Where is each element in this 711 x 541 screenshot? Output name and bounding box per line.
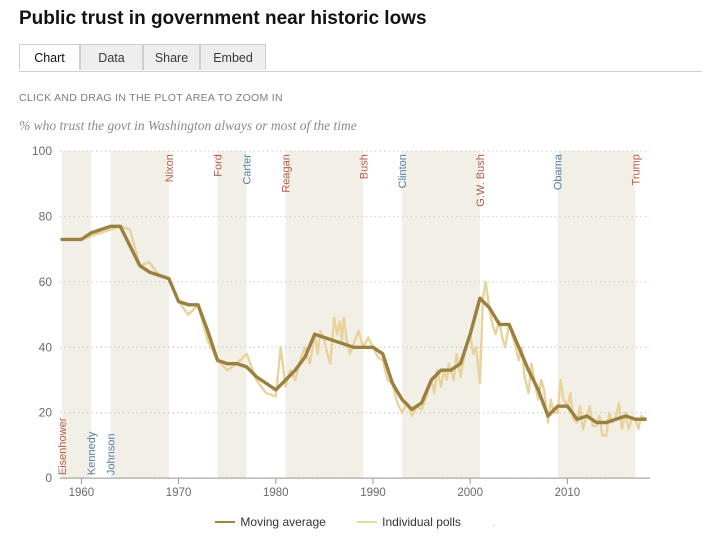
svg-text:2010: 2010 [555,487,581,499]
svg-text:0: 0 [45,471,52,485]
svg-text:Trump: Trump [630,154,642,185]
svg-text:2000: 2000 [457,487,483,499]
svg-text:1980: 1980 [263,487,289,499]
svg-text:Nixon: Nixon [164,154,176,182]
svg-text:1970: 1970 [166,487,192,499]
svg-text:1990: 1990 [360,487,386,499]
svg-text:20: 20 [39,406,53,420]
svg-text:Kennedy: Kennedy [86,431,98,475]
svg-text:Eisenhower: Eisenhower [57,417,69,475]
svg-text:Carter: Carter [242,154,254,185]
svg-text:Johnson: Johnson [106,434,118,476]
svg-text:60: 60 [39,275,53,289]
svg-text:Obama: Obama [553,153,565,190]
svg-text:Ford: Ford [212,154,224,177]
svg-text:100: 100 [32,144,52,158]
svg-text:G.W. Bush: G.W. Bush [475,154,487,207]
svg-text:80: 80 [39,210,53,224]
svg-text:40: 40 [39,340,53,354]
svg-text:Clinton: Clinton [397,154,409,188]
svg-text:Bush: Bush [358,154,370,179]
svg-text:Reagan: Reagan [281,154,293,193]
svg-text:1960: 1960 [69,487,95,499]
